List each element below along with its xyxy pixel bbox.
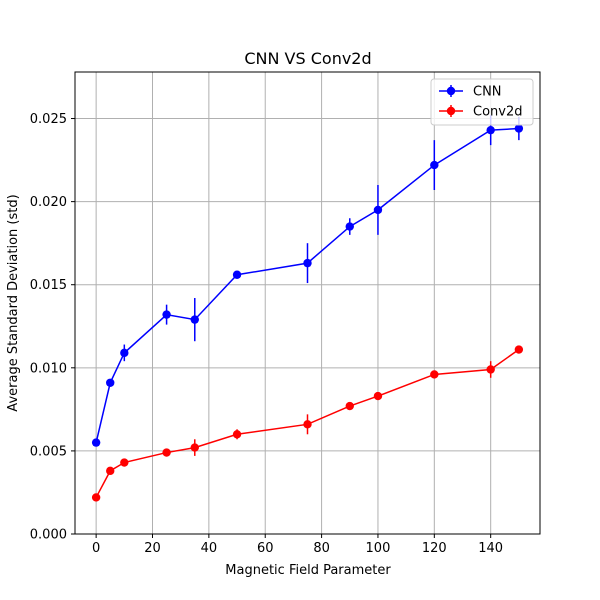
conv2d-data-point xyxy=(120,458,129,467)
y-tick-label: 0.010 xyxy=(30,361,67,376)
cnn-data-point xyxy=(373,205,383,215)
conv2d-data-point xyxy=(303,420,312,429)
plot-frame xyxy=(74,71,541,535)
cnn-data-point xyxy=(303,258,312,268)
y-axis-label: Average Standard Deviation (std) xyxy=(6,194,21,411)
x-tick-label: 60 xyxy=(257,541,274,556)
cnn-data-point xyxy=(106,378,115,387)
cnn-data-point xyxy=(91,438,101,447)
conv2d-data-point xyxy=(91,493,101,502)
cnn-data-point xyxy=(162,310,171,319)
conv2d-data-point xyxy=(514,345,524,354)
cnn-data-point xyxy=(345,222,354,231)
conv2d-data-point xyxy=(345,401,354,411)
x-axis-label: Magnetic Field Parameter xyxy=(225,563,391,578)
conv2d-data-point xyxy=(190,443,199,452)
x-tick-label: 120 xyxy=(422,541,447,556)
cnn-series-line xyxy=(95,127,519,443)
x-tick-label: 40 xyxy=(201,541,218,556)
conv2d-data-point xyxy=(430,370,439,379)
y-tick-label: 0.025 xyxy=(30,112,67,127)
chart-title: CNN VS Conv2d xyxy=(244,49,371,68)
y-tick-label: 0.000 xyxy=(30,528,67,543)
axis-ticks: 0 20 40 60 80 100 120 140 0.000 0.005 0.010 0.015 0.… xyxy=(30,112,503,556)
cnn-data-point xyxy=(486,125,495,135)
conv2d-data-point xyxy=(232,430,242,439)
cnn-data-point xyxy=(232,270,242,279)
x-tick-label: 20 xyxy=(144,541,161,556)
cnn-data-point xyxy=(430,160,439,170)
legend-cnn-marker xyxy=(446,86,456,96)
cnn-data-point xyxy=(190,315,199,324)
x-tick-label: 80 xyxy=(313,541,330,556)
plot-series xyxy=(91,115,524,502)
y-tick-label: 0.005 xyxy=(30,444,67,459)
x-tick-label: 0 xyxy=(92,541,100,556)
y-tick-label: 0.020 xyxy=(30,195,67,210)
legend-conv2d-marker xyxy=(446,106,456,116)
conv2d-data-point xyxy=(373,391,383,401)
conv2d-data-point xyxy=(162,448,171,457)
x-tick-label: 100 xyxy=(366,541,391,556)
legend-cnn-label: CNN xyxy=(473,85,502,100)
legend: CNN Conv2d xyxy=(430,78,534,126)
cnn-data-point xyxy=(120,348,129,358)
legend-conv2d-label: Conv2d xyxy=(473,105,523,120)
cnn-data-point xyxy=(514,124,524,133)
y-tick-label: 0.015 xyxy=(30,278,67,293)
conv2d-data-point xyxy=(486,365,495,374)
conv2d-data-point xyxy=(106,466,115,476)
x-tick-label: 140 xyxy=(478,541,503,556)
